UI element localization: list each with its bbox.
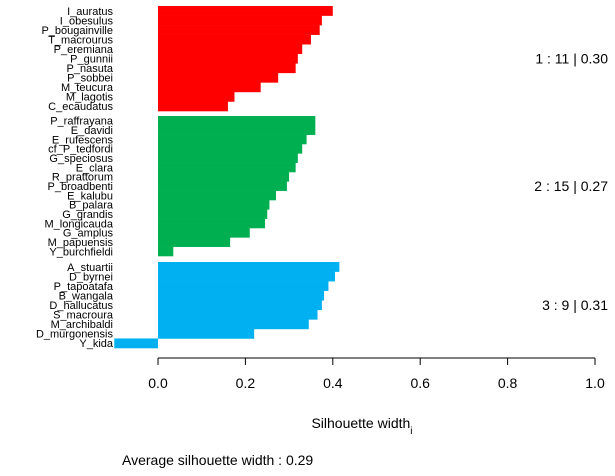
- species-label: G_grandis: [62, 209, 113, 221]
- species-label: M_papuensis: [48, 237, 114, 249]
- bar-P_gunnii: [158, 53, 298, 64]
- x-axis: 0.0 0.2 0.4 0.6 0.8 1.0: [148, 357, 605, 391]
- bar-C_ecaudatus: [158, 101, 228, 112]
- bar-T_macrourus: [158, 34, 311, 45]
- species-label: M_longicauda: [45, 218, 114, 230]
- species-label: I_auratus: [67, 6, 113, 18]
- species-label: M_archibaldi: [51, 319, 113, 331]
- species-label: P_bougainville: [41, 25, 113, 37]
- bar-I_obesulus: [158, 15, 322, 26]
- x-tick-label: 1.0: [585, 375, 605, 391]
- species-label: S_macroura: [53, 310, 114, 322]
- species-label: M_lagotis: [66, 92, 114, 104]
- species-label: I_obesulus: [60, 15, 114, 27]
- cluster-annotation-2: 2 : 15 | 0.27: [534, 178, 608, 194]
- bar-P_raffrayana: [158, 116, 316, 126]
- bar-E_clara: [158, 162, 296, 173]
- species-label: P_gunnii: [70, 54, 113, 66]
- bar-S_macroura: [158, 309, 318, 320]
- bar-P_nasuta: [158, 63, 296, 74]
- average-silhouette-text: Average silhouette width : 0.29: [122, 452, 313, 468]
- species-label: E_davidi: [71, 125, 113, 137]
- bar-E_rufescens: [158, 134, 307, 145]
- bar-M_archibaldi: [158, 319, 309, 330]
- x-axis-label-main: Silhouette width: [311, 415, 410, 431]
- x-axis-label-subscript: i: [410, 426, 412, 437]
- x-tick-label: 0.8: [498, 375, 518, 391]
- bar-M_longicauda: [158, 218, 266, 229]
- species-label: B_palara: [69, 200, 114, 212]
- cluster-annotations: 1 : 11 | 0.30 2 : 15 | 0.27 3 : 9 | 0.31: [534, 51, 608, 314]
- bar-P_eremiana: [158, 44, 303, 55]
- bar-B_palara: [158, 200, 270, 210]
- x-tick-label: 0.6: [410, 375, 430, 391]
- bar-P_sobbei: [158, 72, 279, 83]
- bar-D_hallucatus: [158, 300, 322, 311]
- bar-E_davidi: [158, 125, 316, 135]
- species-label: P_tapoatafa: [54, 281, 114, 293]
- species-label: Y_kida: [79, 338, 114, 350]
- bar-A_stuartii: [158, 262, 340, 272]
- species-label: D_murgonensis: [36, 329, 114, 341]
- species-label: P_raffrayana: [50, 116, 114, 128]
- species-label: R_prattorum: [52, 172, 113, 184]
- bar-G_speciosus: [158, 153, 298, 163]
- bar-I_auratus: [158, 6, 333, 16]
- species-label: T_macrourus: [48, 34, 113, 46]
- species-label: B_wangala: [59, 290, 114, 302]
- species-label: G_amplus: [63, 228, 114, 240]
- species-label: P_eremiana: [54, 44, 114, 56]
- bar-E_kalubu: [158, 190, 276, 201]
- bar-B_wangala: [158, 290, 325, 301]
- bar-M_teucura: [158, 82, 261, 93]
- bar-P_broadbenti: [158, 181, 287, 191]
- species-label: E_clara: [76, 162, 114, 174]
- x-axis-label: Silhouette widthi: [311, 415, 412, 437]
- bars-layer: [114, 6, 340, 349]
- species-label: D_byrnei: [69, 271, 113, 283]
- species-label: Y_burchfieldi: [49, 246, 113, 258]
- species-label: cf_P_tedfordi: [48, 144, 113, 156]
- bar-M_papuensis: [158, 237, 231, 247]
- species-label: P_nasuta: [67, 63, 114, 75]
- species-label: P_sobbei: [67, 73, 113, 85]
- species-labels: I_auratusI_obesulusP_bougainvilleT_macro…: [36, 6, 114, 350]
- bar-M_lagotis: [158, 91, 235, 102]
- species-label: G_speciosus: [49, 153, 113, 165]
- bar-G_grandis: [158, 209, 268, 219]
- bar-G_amplus: [158, 228, 250, 238]
- species-label: E_rufescens: [52, 134, 114, 146]
- bar-D_byrnei: [158, 271, 335, 282]
- cluster-annotation-1: 1 : 11 | 0.30: [535, 51, 608, 67]
- bar-D_murgonensis: [158, 328, 255, 339]
- bar-Y_kida: [114, 338, 158, 349]
- species-label: M_teucura: [61, 82, 114, 94]
- species-label: C_ecaudatus: [48, 101, 113, 113]
- species-label: A_stuartii: [67, 262, 113, 274]
- bar-P_tapoatafa: [158, 281, 329, 291]
- cluster-annotation-3: 3 : 9 | 0.31: [542, 297, 608, 313]
- bar-R_prattorum: [158, 172, 290, 182]
- x-tick-label: 0.4: [323, 375, 343, 391]
- species-label: P_broadbenti: [48, 181, 113, 193]
- species-label: D_hallucatus: [49, 300, 113, 312]
- species-label: E_kalubu: [67, 190, 113, 202]
- bar-P_bougainville: [158, 25, 320, 35]
- x-tick-label: 0.0: [148, 375, 168, 391]
- x-tick-label: 0.2: [236, 375, 256, 391]
- bar-Y_burchfieldi: [158, 246, 174, 257]
- bar-cf_P_tedfordi: [158, 144, 303, 154]
